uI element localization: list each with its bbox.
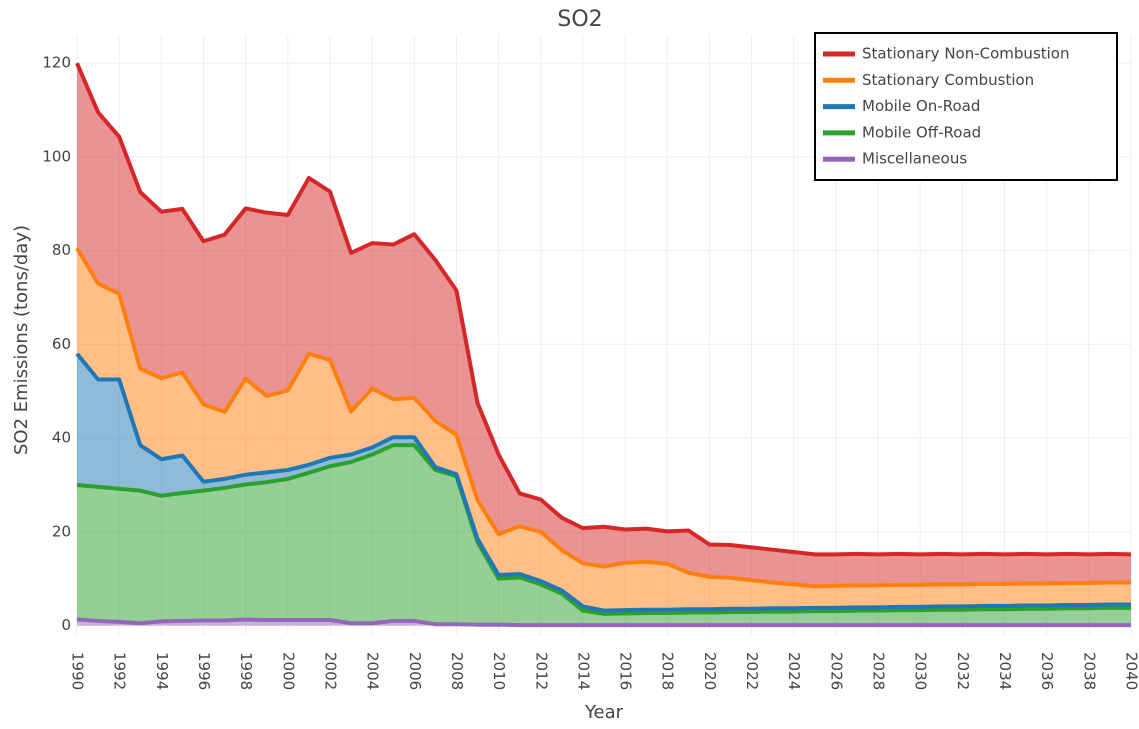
x-tick-label: 2008 bbox=[448, 652, 466, 690]
x-tick-label: 2000 bbox=[279, 652, 297, 690]
y-tick-label: 100 bbox=[42, 147, 71, 165]
x-tick-label: 1990 bbox=[69, 652, 87, 690]
x-tick-label: 1992 bbox=[111, 652, 129, 690]
x-tick-label: 2016 bbox=[617, 652, 635, 690]
x-tick-label: 2040 bbox=[1123, 652, 1139, 690]
x-tick-label: 2030 bbox=[912, 652, 930, 690]
x-tick-label: 2014 bbox=[574, 652, 592, 690]
legend-label: Mobile Off-Road bbox=[862, 123, 981, 141]
y-axis-label: SO2 Emissions (tons/day) bbox=[11, 225, 32, 455]
x-tick-label: 2018 bbox=[659, 652, 677, 690]
y-tick-label: 40 bbox=[52, 429, 71, 447]
y-tick-label: 80 bbox=[52, 241, 71, 259]
x-tick-label: 2024 bbox=[785, 652, 803, 690]
chart-title: SO2 bbox=[557, 7, 602, 32]
x-tick-label: 2006 bbox=[406, 652, 424, 690]
y-tick-label: 0 bbox=[61, 616, 71, 634]
x-tick-label: 2022 bbox=[743, 652, 761, 690]
y-tick-label: 20 bbox=[52, 522, 71, 540]
x-tick-label: 2036 bbox=[1038, 652, 1056, 690]
x-tick-label: 2002 bbox=[321, 652, 339, 690]
x-tick-label: 1994 bbox=[153, 652, 171, 690]
legend-label: Stationary Combustion bbox=[862, 71, 1034, 89]
x-tick-label: 2012 bbox=[532, 652, 550, 690]
x-tick-label: 2032 bbox=[954, 652, 972, 690]
x-tick-label: 2028 bbox=[870, 652, 888, 690]
x-tick-label: 2038 bbox=[1080, 652, 1098, 690]
x-tick-label: 2010 bbox=[490, 652, 508, 690]
x-tick-label: 1996 bbox=[195, 652, 213, 690]
y-tick-label: 60 bbox=[52, 335, 71, 353]
x-tick-label: 2020 bbox=[701, 652, 719, 690]
x-axis-label: Year bbox=[584, 702, 624, 723]
x-tick-label: 1998 bbox=[237, 652, 255, 690]
legend-label: Stationary Non-Combustion bbox=[862, 45, 1070, 63]
x-tick-label: 2026 bbox=[827, 652, 845, 690]
x-tick-label: 2004 bbox=[364, 652, 382, 690]
legend-label: Miscellaneous bbox=[862, 150, 967, 168]
legend-label: Mobile On-Road bbox=[862, 97, 980, 115]
y-tick-label: 120 bbox=[42, 54, 71, 72]
x-tick-label: 2034 bbox=[996, 652, 1014, 690]
